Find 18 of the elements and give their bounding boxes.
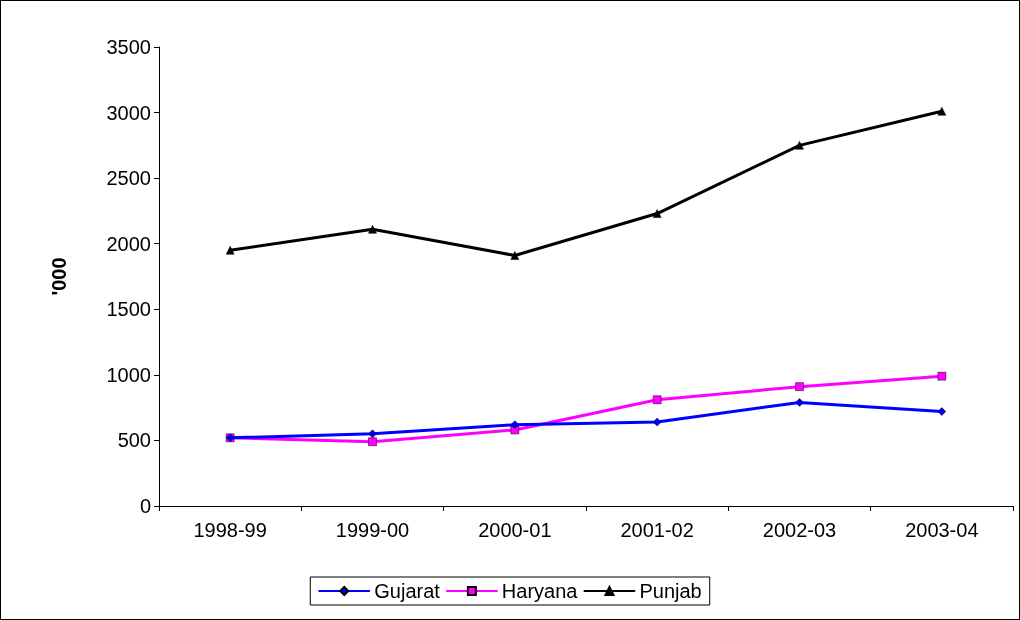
y-axis-title: '000 [48,257,70,296]
y-tick-label: 3000 [106,101,151,124]
y-tick-label: 1500 [106,298,151,321]
y-tick-label: 2000 [106,232,151,255]
x-tick-label: 2000-01 [478,519,552,541]
y-tick-label: 3500 [106,36,151,58]
x-tick-label: 2003-04 [905,519,979,541]
x-tick-label: 2002-03 [762,519,837,541]
legend-label: Haryana [501,580,579,602]
x-tick-label: 1999-00 [335,519,410,541]
y-tick-label: 1000 [106,363,151,386]
x-tick-label: 1998-99 [193,519,267,541]
y-tick-label: 2500 [106,167,151,190]
legend-label: Punjab [639,580,702,602]
legend-label: Gujarat [374,580,441,602]
y-tick-label: 0 [139,495,151,517]
y-tick-label: 500 [117,429,151,452]
x-tick-label: 2001-02 [620,519,694,541]
